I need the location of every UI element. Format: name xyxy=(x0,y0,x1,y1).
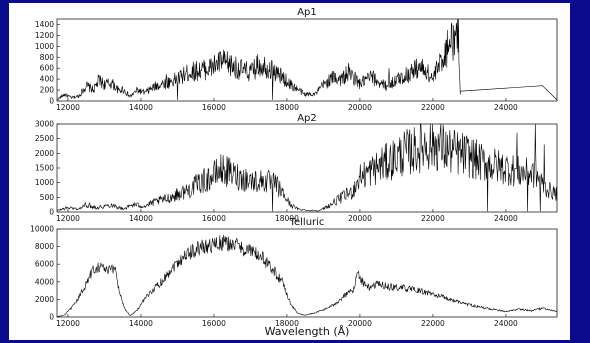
telluric-y-tick-label: 6000 xyxy=(35,260,54,269)
ap1-spectrum-line xyxy=(56,18,558,101)
telluric-x-tick-label: 14000 xyxy=(129,319,153,328)
ap2-x-ticks: 12000 14000 16000 18000 20000 22000 24000 xyxy=(56,209,518,223)
ap2-x-tick-label: 24000 xyxy=(494,214,518,223)
telluric-frame xyxy=(56,228,558,318)
figure-panel: Ap1 0 200 400 600 800 1000 1200 1400 12000 14000… xyxy=(9,3,570,340)
ap1-y-tick-label: 1400 xyxy=(35,20,54,29)
ap2-y-tick-label: 2000 xyxy=(35,149,54,158)
telluric-x-tick-label: 24000 xyxy=(494,319,518,328)
ap1-y-ticks: 0 200 400 600 800 1000 1200 1400 xyxy=(35,20,60,106)
telluric-x-ticks: 12000 14000 16000 18000 20000 22000 24000 xyxy=(56,314,518,328)
ap2-x-tick-label: 12000 xyxy=(56,214,80,223)
ap1-y-tick-label: 1200 xyxy=(35,31,54,40)
telluric-spectrum-line xyxy=(56,234,558,317)
telluric-y-tick-label: 0 xyxy=(49,313,54,322)
ap1-x-tick-label: 20000 xyxy=(348,103,372,112)
telluric-x-tick-label: 16000 xyxy=(202,319,226,328)
ap1-x-tick-label: 14000 xyxy=(129,103,153,112)
telluric-title: Telluric xyxy=(289,217,325,228)
telluric-y-ticks: 0 2000 4000 6000 8000 10000 xyxy=(30,225,60,322)
ap1-y-tick-label: 400 xyxy=(40,75,55,84)
ap1-y-tick-label: 1000 xyxy=(35,42,54,51)
ap2-y-tick-label: 3000 xyxy=(35,120,54,129)
ap1-x-tick-label: 22000 xyxy=(421,103,445,112)
ap1-frame xyxy=(56,18,558,102)
ap2-y-tick-label: 500 xyxy=(40,193,55,202)
ap1-y-tick-label: 800 xyxy=(40,53,55,62)
ap1-x-tick-label: 16000 xyxy=(202,103,226,112)
ap2-x-tick-label: 20000 xyxy=(348,214,372,223)
subplot-ap1: Ap1 0 200 400 600 800 1000 1200 1400 12000 14000… xyxy=(35,7,558,112)
x-axis-label: Wavelength (Å) xyxy=(265,325,350,338)
ap1-y-tick-label: 200 xyxy=(40,86,55,95)
ap2-y-tick-label: 2500 xyxy=(35,134,54,143)
telluric-x-tick-label: 12000 xyxy=(56,319,80,328)
ap2-title: Ap2 xyxy=(297,113,317,124)
telluric-y-tick-label: 2000 xyxy=(35,295,54,304)
ap1-x-tick-label: 24000 xyxy=(494,103,518,112)
ap2-y-ticks: 0 500 1000 1500 2000 2500 3000 xyxy=(35,120,60,217)
ap1-title: Ap1 xyxy=(297,7,317,18)
telluric-x-tick-label: 20000 xyxy=(348,319,372,328)
ap2-y-tick-label: 1500 xyxy=(35,164,54,173)
ap1-y-tick-label: 0 xyxy=(49,97,54,106)
telluric-y-tick-label: 8000 xyxy=(35,242,54,251)
telluric-x-tick-label: 18000 xyxy=(275,319,299,328)
ap1-x-tick-label: 18000 xyxy=(275,103,299,112)
ap1-x-ticks: 12000 14000 16000 18000 20000 22000 24000 xyxy=(56,98,518,112)
ap2-x-tick-label: 22000 xyxy=(421,214,445,223)
ap2-x-tick-label: 18000 xyxy=(275,214,299,223)
ap1-y-tick-label: 600 xyxy=(40,64,55,73)
subplot-telluric: Telluric 0 2000 4000 6000 8000 10000 12000 140… xyxy=(30,217,558,328)
ap2-y-tick-label: 1000 xyxy=(35,178,54,187)
ap2-frame xyxy=(56,123,558,213)
telluric-y-tick-label: 4000 xyxy=(35,277,54,286)
telluric-y-tick-label: 10000 xyxy=(30,225,54,234)
ap2-y-tick-label: 0 xyxy=(49,208,54,217)
ap2-x-tick-label: 14000 xyxy=(129,214,153,223)
ap2-x-tick-label: 16000 xyxy=(202,214,226,223)
ap2-spectrum-line xyxy=(56,123,558,212)
telluric-x-tick-label: 22000 xyxy=(421,319,445,328)
spectra-figure: Ap1 0 200 400 600 800 1000 1200 1400 12000 14000… xyxy=(30,7,558,338)
ap1-x-tick-label: 12000 xyxy=(56,103,80,112)
